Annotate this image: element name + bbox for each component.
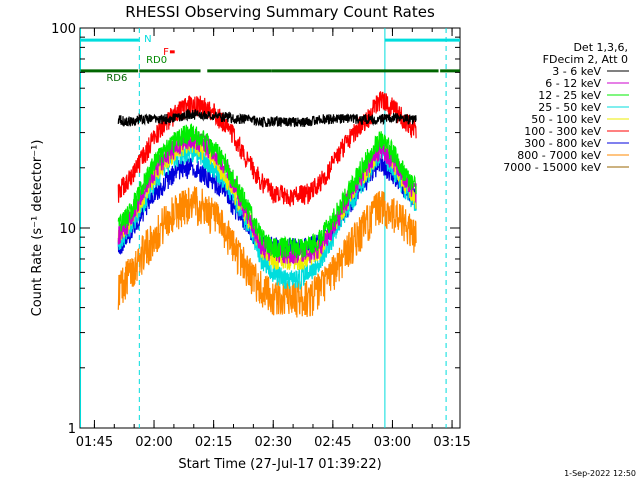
legend-entry: 50 - 100 keV [531,113,601,126]
x-tick-label: 02:45 [314,435,351,450]
y-axis-ticks: 1 10 100 [51,22,460,437]
x-tick-label: 01:45 [76,435,113,450]
y-tick-label: 1 [68,422,76,437]
legend-entry: 25 - 50 keV [538,101,601,114]
x-tick-label: 02:30 [255,435,292,450]
legend-entry: 7000 - 15000 keV [503,161,601,174]
series-line [117,108,417,128]
x-tick-label: 03:15 [433,435,470,450]
legend-header: Det 1,3,6, [573,41,628,54]
legend-entry: 100 - 300 keV [524,125,601,138]
series-group [117,91,417,318]
legend-entry: 6 - 12 keV [545,77,601,90]
flag-label: N [144,34,151,45]
x-tick-label: 02:00 [135,435,172,450]
legend-entry: 800 - 7000 keV [517,149,601,162]
x-tick-label: 02:15 [195,435,232,450]
x-tick-label: 03:00 [374,435,411,450]
y-tick-label: 100 [51,22,76,37]
flag-label: F [163,47,169,58]
flag-label: RD6 [106,73,127,84]
legend-entry: 3 - 6 keV [552,65,601,78]
y-tick-label: 10 [59,222,76,237]
date-stamp: 1-Sep-2022 12:50 [564,469,636,478]
legend-entry: 12 - 25 keV [538,89,601,102]
series-line [117,186,417,318]
x-axis-ticks: 01:45 02:00 02:15 02:30 02:45 03:00 03:15 [76,28,471,450]
y-axis-label: Count Rate (s⁻¹ detector⁻¹) [30,140,45,317]
x-axis-label: Start Time (27-Jul-17 01:39:22) [178,457,381,472]
series-line [117,123,417,259]
series-line [117,91,417,207]
legend-header: FDecim 2, Att 0 [543,53,628,66]
flag-label: RD0 [146,55,167,66]
legend-entry: 300 - 800 keV [524,137,601,150]
chart-title: RHESSI Observing Summary Count Rates [125,3,435,21]
